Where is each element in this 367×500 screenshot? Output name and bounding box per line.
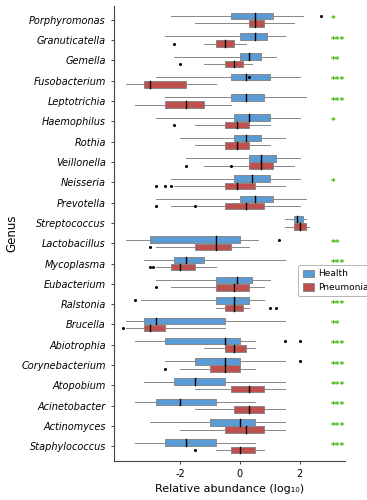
- Bar: [210, 366, 240, 372]
- Bar: [150, 236, 240, 243]
- Bar: [195, 244, 231, 250]
- Bar: [144, 325, 165, 332]
- Bar: [234, 114, 270, 121]
- Text: **: **: [331, 56, 341, 65]
- Bar: [231, 446, 255, 453]
- X-axis label: Relative abundance (log₁₀): Relative abundance (log₁₀): [155, 484, 304, 494]
- Bar: [225, 426, 264, 433]
- Text: ***: ***: [331, 76, 345, 85]
- Text: ***: ***: [331, 340, 345, 349]
- Bar: [165, 102, 204, 108]
- Bar: [174, 256, 204, 263]
- Y-axis label: Genus: Genus: [6, 214, 19, 252]
- Text: *: *: [331, 178, 336, 187]
- Text: **: **: [331, 320, 341, 329]
- Text: ***: ***: [331, 96, 345, 106]
- Bar: [240, 196, 273, 202]
- Bar: [216, 297, 249, 304]
- Bar: [216, 40, 234, 47]
- Bar: [144, 318, 225, 324]
- Text: ***: ***: [331, 360, 345, 370]
- Bar: [234, 406, 264, 412]
- Text: ***: ***: [331, 422, 345, 430]
- Bar: [231, 74, 270, 80]
- Bar: [144, 81, 186, 87]
- Bar: [294, 216, 303, 222]
- Legend: Health, Pneumonia: Health, Pneumonia: [298, 265, 367, 296]
- Bar: [225, 203, 264, 209]
- Bar: [240, 54, 261, 60]
- Bar: [216, 277, 252, 283]
- Bar: [225, 122, 249, 128]
- Text: **: **: [331, 238, 341, 248]
- Bar: [210, 419, 255, 426]
- Bar: [171, 264, 195, 270]
- Bar: [234, 176, 270, 182]
- Text: *: *: [331, 117, 336, 126]
- Bar: [225, 142, 249, 148]
- Bar: [231, 386, 264, 392]
- Text: ***: ***: [331, 300, 345, 308]
- Bar: [174, 378, 225, 385]
- Text: ***: ***: [331, 442, 345, 451]
- Bar: [249, 20, 264, 26]
- Text: ***: ***: [331, 381, 345, 390]
- Bar: [231, 13, 273, 20]
- Bar: [249, 162, 273, 169]
- Bar: [234, 134, 261, 141]
- Bar: [294, 224, 306, 230]
- Bar: [156, 399, 216, 406]
- Text: ***: ***: [331, 36, 345, 44]
- Bar: [225, 61, 243, 68]
- Bar: [195, 358, 240, 364]
- Bar: [225, 345, 246, 352]
- Bar: [165, 440, 216, 446]
- Bar: [216, 284, 249, 290]
- Text: ***: ***: [331, 401, 345, 410]
- Bar: [231, 94, 264, 100]
- Bar: [225, 182, 255, 189]
- Bar: [240, 33, 267, 40]
- Text: ***: ***: [331, 259, 345, 268]
- Bar: [249, 155, 276, 162]
- Bar: [225, 304, 243, 311]
- Text: *: *: [331, 16, 336, 24]
- Bar: [165, 338, 240, 344]
